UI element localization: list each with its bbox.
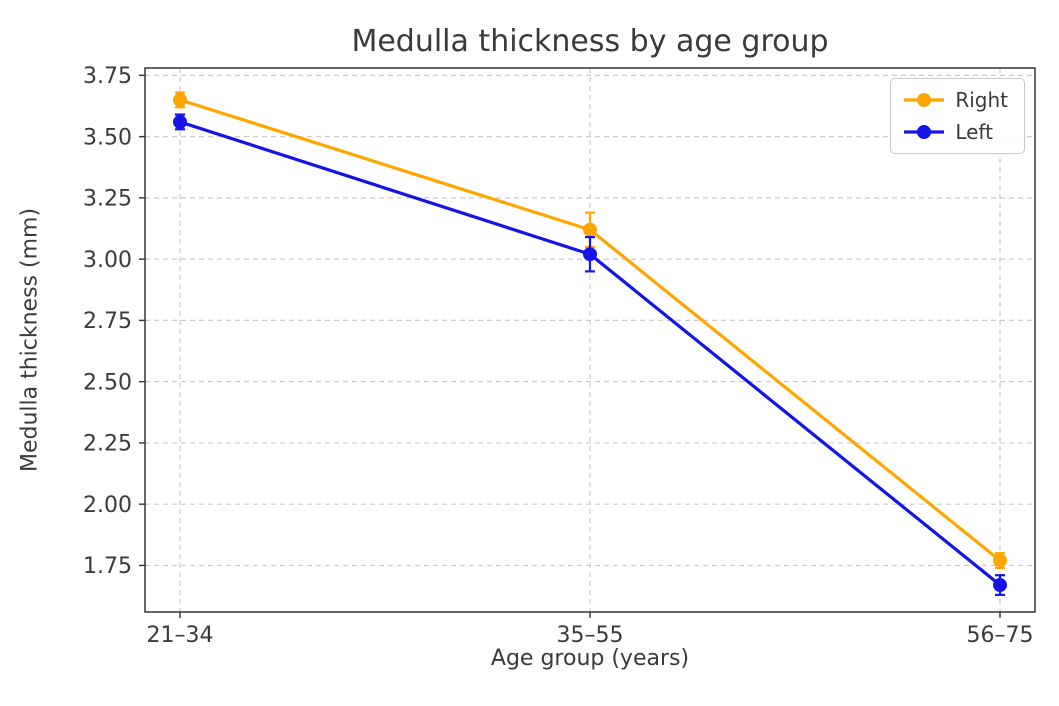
series-line-left <box>178 120 1002 587</box>
y-tick-label: 3.50 <box>83 125 132 150</box>
y-tick-label: 2.75 <box>83 309 132 334</box>
legend: Right Left <box>890 78 1025 154</box>
x-tick-label: 56–75 <box>967 623 1034 648</box>
y-tick-label: 2.25 <box>83 432 132 457</box>
data-point-right <box>173 92 187 107</box>
y-tick-label: 3.25 <box>83 187 132 212</box>
data-point-left <box>173 114 187 129</box>
data-point-left <box>993 578 1007 593</box>
legend-marker-icon <box>904 125 945 139</box>
legend-label: Right <box>955 88 1008 112</box>
data-point-left <box>583 247 597 262</box>
y-tick-label: 2.50 <box>83 370 132 395</box>
y-tick-label: 3.00 <box>83 248 132 273</box>
data-point-right <box>993 553 1007 568</box>
y-tick-label: 2.00 <box>83 493 132 518</box>
y-tick-label: 3.75 <box>83 64 132 89</box>
legend-marker-icon <box>904 93 945 107</box>
y-tick-label: 1.75 <box>83 554 132 579</box>
legend-item-left: Left <box>903 120 1008 144</box>
chart-title: Medulla thickness by age group <box>351 24 829 59</box>
legend-item-right: Right <box>903 88 1008 112</box>
legend-label: Left <box>955 120 993 144</box>
x-axis-label: Age group (years) <box>490 646 690 671</box>
x-tick-label: 21–34 <box>147 623 214 648</box>
data-point-right <box>583 222 597 237</box>
x-tick-label: 35–55 <box>557 623 624 648</box>
